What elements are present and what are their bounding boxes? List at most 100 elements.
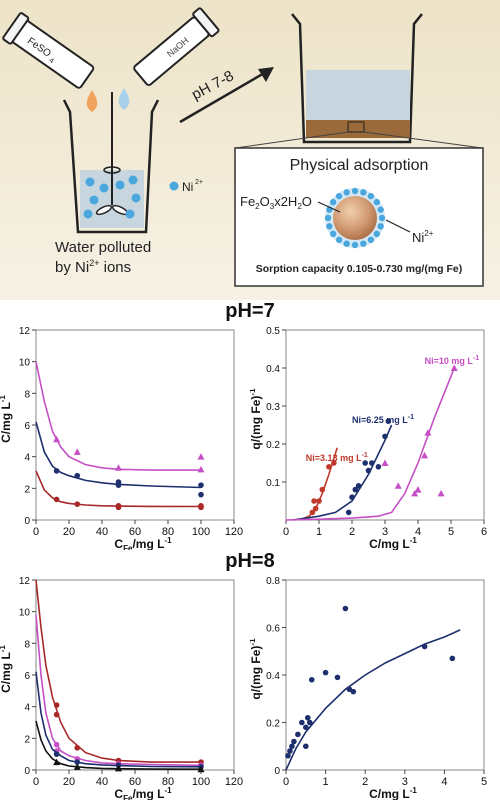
- adsorbed-ion: [335, 236, 343, 244]
- x-tick-label: 40: [96, 526, 108, 538]
- x-tick-label: 40: [96, 776, 108, 788]
- data-point: [449, 655, 456, 662]
- adsorbed-ion: [377, 223, 384, 230]
- data-point: [306, 719, 313, 726]
- x-axis-label: CFe/mg L-1: [114, 786, 172, 800]
- ph8-sorption-chart: 0 1 2 3 4 5 0 0.2 0.4 0.6 0.8 C/mg L-1 q/(mg Fe)-1: [250, 576, 487, 800]
- series-curve: [285, 629, 461, 771]
- adsorbed-ion: [343, 189, 350, 196]
- plot-frame: [285, 579, 485, 771]
- data-point: [115, 764, 122, 772]
- y-tick-label: 4: [24, 453, 30, 464]
- x-axis-label: C/mg L-1: [369, 786, 417, 800]
- orange-droplet: [86, 90, 98, 112]
- x-tick-label: 0: [33, 526, 39, 538]
- adsorbed-ion: [373, 198, 381, 206]
- data-point: [316, 498, 322, 504]
- adsorbent-particle: [325, 188, 385, 248]
- data-point: [350, 688, 357, 695]
- data-point: [311, 498, 317, 504]
- y-tick-label: 0.2: [266, 719, 280, 730]
- x-tick-label: 20: [63, 776, 75, 788]
- treated-water: [306, 70, 410, 122]
- data-point: [53, 496, 60, 503]
- data-point: [331, 460, 337, 466]
- data-point: [411, 489, 419, 497]
- y-tick-label: 0.3: [266, 402, 280, 413]
- data-point: [365, 467, 372, 474]
- y-tick-label: 0: [24, 516, 30, 527]
- data-point: [312, 505, 319, 512]
- x-tick-label: 0: [33, 776, 39, 788]
- ph7-sorption-chart: 0 1 2 3 4 5 6 0.1 0.2 0.3 0.4 0.5 C/mg L-1 q/(mg Fe)-…: [250, 326, 487, 550]
- data-point: [291, 738, 297, 745]
- ph7-concentration-chart: 0 20 40 60 80 100 120 0 2 4 6 8 10 12 CFe/mg L-1 C/mg L…: [0, 326, 243, 550]
- x-tick-label: 2: [349, 526, 355, 538]
- x-axis-label: C/mg L-1: [369, 536, 417, 550]
- data-point: [322, 669, 329, 676]
- beaker-caption-line1: Water polluted: [55, 239, 151, 256]
- callout-line-right: [363, 131, 483, 149]
- adsorbed-ion: [326, 223, 333, 230]
- data-point: [53, 468, 60, 474]
- y-tick-label: 6: [24, 421, 30, 432]
- naoh-bottle: NaOH: [133, 7, 220, 86]
- x-tick-label: 100: [192, 776, 210, 788]
- adsorption-box-title: Physical adsorption: [290, 157, 429, 174]
- capacity-text: Sorption capacity 0.105-0.730 mg/(mg Fe): [256, 263, 463, 275]
- data-point: [414, 486, 422, 493]
- data-point: [303, 724, 309, 731]
- plot-frame: [285, 329, 485, 521]
- x-tick-label: 60: [129, 526, 141, 538]
- data-point: [197, 453, 205, 460]
- adsorption-scheme: FeSO 4 NaOH Ni 2+ Water polluted by Ni2+…: [0, 0, 500, 300]
- y-tick-label: 4: [24, 703, 30, 714]
- adsorbed-ion: [329, 198, 337, 206]
- data-point: [369, 460, 375, 466]
- adsorbed-ion: [367, 236, 375, 244]
- y-tick-label: 0.6: [266, 624, 280, 635]
- series-curve: [292, 424, 393, 521]
- data-point: [73, 448, 81, 455]
- data-point: [289, 743, 295, 750]
- data-point: [421, 643, 428, 650]
- y-tick-label: 0.8: [266, 576, 280, 587]
- data-point: [326, 464, 332, 470]
- y-tick-label: 0: [24, 766, 30, 777]
- ion-legend-text: Ni: [182, 180, 193, 194]
- x-tick-label: 1: [323, 776, 329, 788]
- data-point: [421, 451, 429, 459]
- x-tick-label: 3: [402, 776, 408, 788]
- y-tick-label: 12: [19, 326, 31, 337]
- y-tick-label: 8: [24, 389, 30, 400]
- y-tick-label: 2: [24, 484, 30, 495]
- sediment: [306, 120, 410, 138]
- ni-ions-in-water: [83, 175, 141, 219]
- ph8-concentration-chart: 0 20 40 60 80 100 120 0 2 4 6 8 10 12 CFe/mg L-1 C/mg L…: [0, 576, 243, 800]
- ion-legend-dot: [169, 181, 179, 191]
- plot-frame: [35, 579, 235, 771]
- adsorbed-ion: [324, 214, 332, 222]
- adsorbed-ion: [360, 240, 367, 247]
- x-tick-label: 3: [382, 526, 388, 538]
- adsorbed-ion: [351, 187, 359, 195]
- data-point: [334, 674, 341, 681]
- data-point: [198, 504, 204, 511]
- particle-pointer: [317, 201, 341, 213]
- data-point: [437, 489, 445, 497]
- data-point: [285, 752, 291, 759]
- adsorbed-ni-ions: [324, 187, 386, 249]
- data-point: [73, 763, 81, 770]
- y-tick-label: 12: [19, 576, 31, 587]
- adsorbed-ion: [351, 241, 359, 249]
- data-point: [355, 483, 362, 489]
- x-tick-label: 60: [129, 776, 141, 788]
- data-point: [309, 509, 316, 516]
- data-point: [308, 676, 315, 683]
- x-tick-label: 80: [162, 526, 174, 538]
- polluted-beaker: [62, 92, 160, 234]
- data-point: [342, 605, 349, 612]
- adsorbed-ion: [329, 230, 337, 238]
- series-annotation: Ni=3.13 mg L-1: [306, 452, 368, 463]
- adsorbed-ion: [373, 230, 381, 238]
